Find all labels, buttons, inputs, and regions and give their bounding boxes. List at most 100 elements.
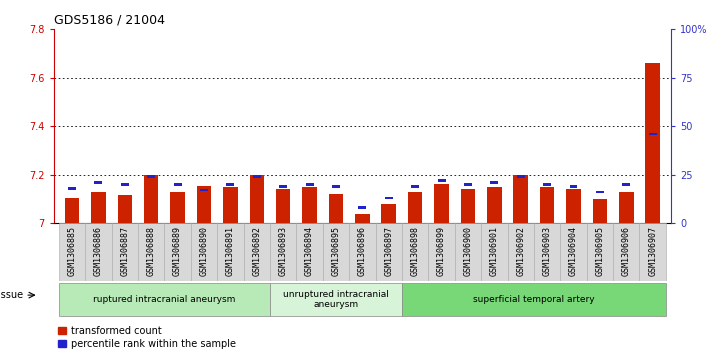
FancyBboxPatch shape bbox=[402, 223, 428, 281]
Bar bbox=[249, 175, 264, 223]
Text: GSM1306895: GSM1306895 bbox=[331, 226, 341, 276]
Legend: transformed count, percentile rank within the sample: transformed count, percentile rank withi… bbox=[59, 326, 236, 349]
Bar bbox=[302, 187, 317, 223]
Bar bbox=[543, 183, 551, 185]
Bar bbox=[434, 184, 449, 223]
Text: tissue: tissue bbox=[0, 290, 24, 300]
Text: GSM1306898: GSM1306898 bbox=[411, 226, 420, 276]
Bar bbox=[197, 185, 211, 223]
FancyBboxPatch shape bbox=[508, 223, 534, 281]
Text: GSM1306906: GSM1306906 bbox=[622, 226, 630, 276]
Bar bbox=[408, 192, 423, 223]
Bar bbox=[464, 183, 472, 185]
Bar bbox=[226, 183, 234, 185]
FancyBboxPatch shape bbox=[428, 223, 455, 281]
Text: GSM1306889: GSM1306889 bbox=[173, 226, 182, 276]
Text: GSM1306885: GSM1306885 bbox=[68, 226, 76, 276]
Bar bbox=[411, 185, 419, 188]
FancyBboxPatch shape bbox=[217, 223, 243, 281]
Bar bbox=[517, 175, 525, 178]
Bar bbox=[566, 189, 580, 223]
FancyBboxPatch shape bbox=[481, 223, 508, 281]
Bar bbox=[118, 195, 132, 223]
Bar bbox=[253, 175, 261, 178]
Bar bbox=[68, 187, 76, 189]
Bar bbox=[332, 185, 340, 188]
Text: GSM1306905: GSM1306905 bbox=[595, 226, 604, 276]
Text: GSM1306887: GSM1306887 bbox=[121, 226, 129, 276]
Bar bbox=[223, 187, 238, 223]
Bar bbox=[461, 189, 476, 223]
FancyBboxPatch shape bbox=[296, 223, 323, 281]
Bar bbox=[487, 187, 501, 223]
Bar bbox=[276, 189, 291, 223]
Bar bbox=[540, 187, 554, 223]
Bar bbox=[358, 207, 366, 209]
FancyBboxPatch shape bbox=[138, 223, 164, 281]
FancyBboxPatch shape bbox=[534, 223, 560, 281]
Bar bbox=[174, 183, 181, 185]
FancyBboxPatch shape bbox=[270, 223, 296, 281]
Bar bbox=[385, 197, 393, 199]
Text: GSM1306896: GSM1306896 bbox=[358, 226, 367, 276]
Text: GDS5186 / 21004: GDS5186 / 21004 bbox=[54, 13, 164, 26]
Bar bbox=[438, 179, 446, 182]
Text: ruptured intracranial aneurysm: ruptured intracranial aneurysm bbox=[94, 295, 236, 304]
FancyBboxPatch shape bbox=[402, 283, 666, 316]
Text: GSM1306899: GSM1306899 bbox=[437, 226, 446, 276]
Text: unruptured intracranial
aneurysm: unruptured intracranial aneurysm bbox=[283, 290, 389, 309]
Text: GSM1306886: GSM1306886 bbox=[94, 226, 103, 276]
Bar bbox=[121, 183, 129, 185]
Bar bbox=[171, 192, 185, 223]
Bar bbox=[65, 198, 79, 223]
FancyBboxPatch shape bbox=[587, 223, 613, 281]
Bar bbox=[645, 63, 660, 223]
Bar bbox=[381, 204, 396, 223]
Text: GSM1306891: GSM1306891 bbox=[226, 226, 235, 276]
Text: GSM1306900: GSM1306900 bbox=[463, 226, 473, 276]
Bar bbox=[306, 183, 313, 185]
Text: GSM1306888: GSM1306888 bbox=[146, 226, 156, 276]
Bar bbox=[91, 192, 106, 223]
Bar bbox=[619, 192, 633, 223]
Text: superficial temporal artery: superficial temporal artery bbox=[473, 295, 595, 304]
FancyBboxPatch shape bbox=[613, 223, 640, 281]
FancyBboxPatch shape bbox=[349, 223, 376, 281]
Text: GSM1306904: GSM1306904 bbox=[569, 226, 578, 276]
FancyBboxPatch shape bbox=[59, 223, 85, 281]
Bar bbox=[200, 189, 208, 191]
Bar bbox=[491, 181, 498, 184]
FancyBboxPatch shape bbox=[455, 223, 481, 281]
Bar bbox=[513, 175, 528, 223]
Bar bbox=[328, 194, 343, 223]
Text: GSM1306892: GSM1306892 bbox=[252, 226, 261, 276]
Bar bbox=[147, 175, 155, 178]
Text: GSM1306902: GSM1306902 bbox=[516, 226, 526, 276]
Bar bbox=[593, 199, 607, 223]
FancyBboxPatch shape bbox=[164, 223, 191, 281]
Bar bbox=[623, 183, 630, 185]
Bar bbox=[144, 175, 159, 223]
Bar bbox=[94, 181, 102, 184]
FancyBboxPatch shape bbox=[111, 223, 138, 281]
FancyBboxPatch shape bbox=[243, 223, 270, 281]
Text: GSM1306903: GSM1306903 bbox=[543, 226, 552, 276]
Bar bbox=[570, 185, 578, 188]
Bar bbox=[355, 213, 370, 223]
Text: GSM1306890: GSM1306890 bbox=[199, 226, 208, 276]
FancyBboxPatch shape bbox=[59, 283, 270, 316]
FancyBboxPatch shape bbox=[376, 223, 402, 281]
FancyBboxPatch shape bbox=[270, 283, 402, 316]
Text: GSM1306907: GSM1306907 bbox=[648, 226, 657, 276]
Text: GSM1306897: GSM1306897 bbox=[384, 226, 393, 276]
Bar bbox=[596, 191, 604, 193]
Text: GSM1306893: GSM1306893 bbox=[278, 226, 288, 276]
FancyBboxPatch shape bbox=[640, 223, 666, 281]
FancyBboxPatch shape bbox=[191, 223, 217, 281]
Text: GSM1306894: GSM1306894 bbox=[305, 226, 314, 276]
Text: GSM1306901: GSM1306901 bbox=[490, 226, 499, 276]
Bar bbox=[279, 185, 287, 188]
FancyBboxPatch shape bbox=[323, 223, 349, 281]
Bar bbox=[649, 133, 657, 135]
FancyBboxPatch shape bbox=[560, 223, 587, 281]
